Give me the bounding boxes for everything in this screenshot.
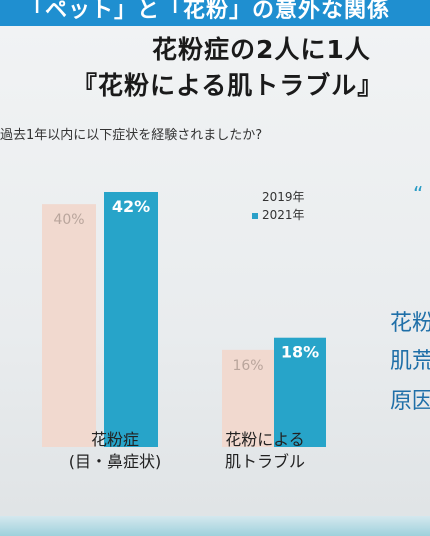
legend-label-2021: 2021年 — [262, 208, 305, 222]
category-label-hay-fever-line1: 花粉症 — [90, 430, 139, 449]
survey-question: 過去1年以内に以下症状を経験されましたか? — [0, 128, 263, 143]
side-text-line1: 花粉 — [389, 311, 430, 336]
category-label-skin-trouble: 花粉による 肌トラブル — [200, 429, 330, 473]
slide-title-line1: 花粉症の2人に1人 — [152, 35, 371, 64]
category-label-hay-fever-line2: (目・鼻症状) — [68, 452, 162, 471]
side-text-line2: 肌荒 — [389, 349, 430, 374]
data-label-hay-fever-2019: 40% — [53, 212, 84, 228]
bar-hay-fever-2021 — [104, 192, 158, 447]
data-label-skin-trouble-2019: 16% — [232, 358, 263, 374]
header-banner-text: 「ペット」と「花粉」の意外な関係 — [22, 0, 391, 23]
chart-legend: 2019年 2021年 — [252, 188, 305, 224]
data-label-skin-trouble-2021: 18% — [281, 343, 319, 362]
header-banner: 「ペット」と「花粉」の意外な関係 — [0, 0, 430, 26]
legend-entry-2021: 2021年 — [252, 206, 305, 224]
bar-hay-fever-2019 — [42, 204, 96, 447]
category-label-skin-trouble-line2: 肌トラブル — [224, 452, 305, 471]
legend-label-2019: 2019年 — [262, 190, 305, 204]
bar-skin-trouble-2021 — [274, 337, 326, 447]
category-label-hay-fever: 花粉症 (目・鼻症状) — [40, 429, 190, 473]
bar-skin-trouble-2019 — [222, 349, 274, 447]
category-label-skin-trouble-line1: 花粉による — [225, 430, 305, 449]
data-label-hay-fever-2021: 42% — [112, 197, 150, 216]
legend-swatch-2021 — [252, 212, 258, 219]
bottom-bar — [0, 516, 430, 536]
side-text-line3: 原因 — [389, 389, 430, 414]
slide-title-line2: 『花粉による肌トラブル』 — [72, 71, 384, 100]
legend-entry-2019: 2019年 — [252, 188, 305, 206]
quote-mark: “ — [413, 182, 424, 206]
